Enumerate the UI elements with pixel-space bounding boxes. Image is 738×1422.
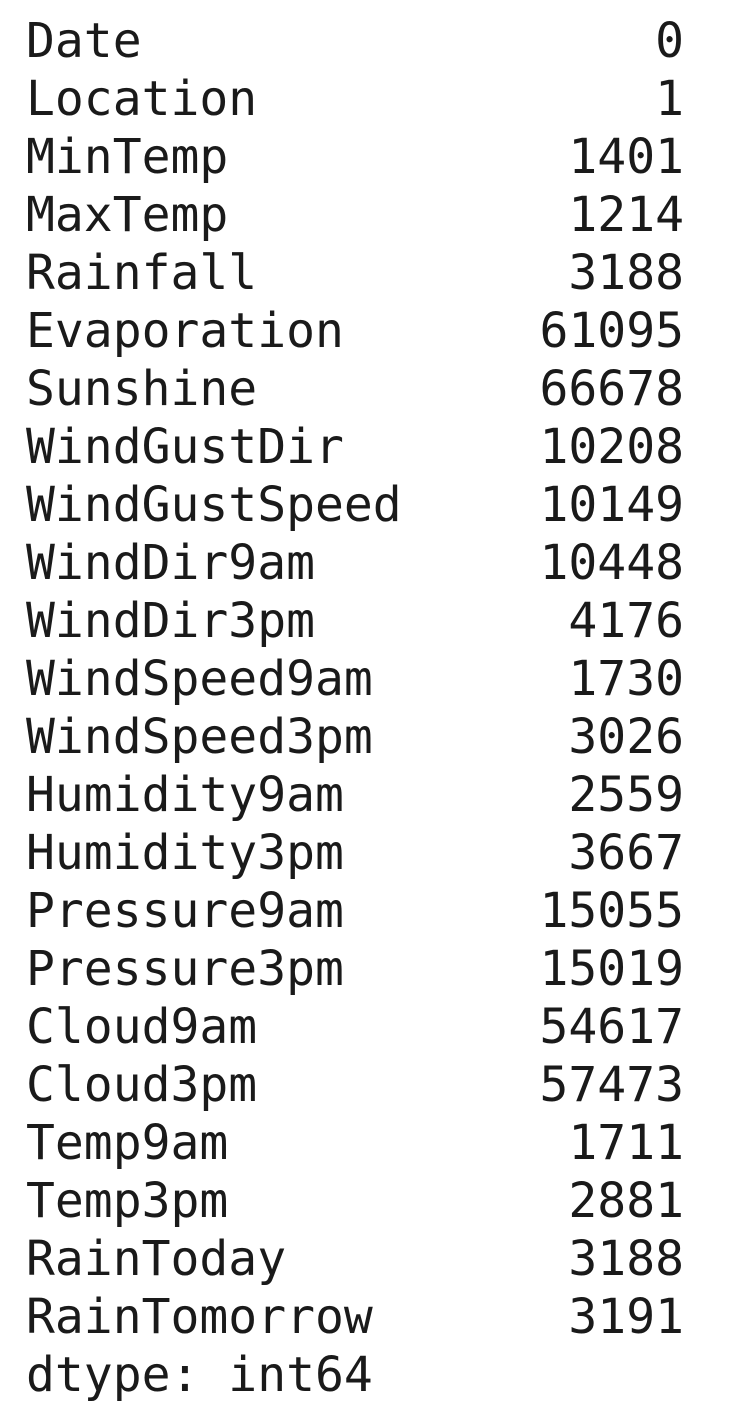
row-label: WindGustSpeed [26, 477, 402, 533]
row-value: 1 [655, 71, 684, 127]
row-label: WindSpeed3pm [26, 709, 373, 765]
row-label: Date [26, 13, 142, 69]
row-value: 66678 [539, 361, 685, 417]
series-row-pressure9am: Pressure9am 15055 [26, 882, 684, 940]
dtype-line: dtype: int64 [26, 1347, 373, 1403]
row-value: 3026 [568, 709, 684, 765]
series-row-cloud3pm: Cloud3pm 57473 [26, 1056, 684, 1114]
series-row-windgustdir: WindGustDir 10208 [26, 418, 684, 476]
series-output: Date 0 Location 1 MinTemp 1401 MaxTemp 1… [26, 12, 684, 1404]
series-row-pressure3pm: Pressure3pm 15019 [26, 940, 684, 998]
series-row-windgustspeed: WindGustSpeed 10149 [26, 476, 684, 534]
series-row-winddir3pm: WindDir3pm 4176 [26, 592, 684, 650]
row-label: MinTemp [26, 129, 229, 185]
row-value: 61095 [539, 303, 685, 359]
row-label: MaxTemp [26, 187, 229, 243]
series-row-location: Location 1 [26, 70, 684, 128]
series-row-temp9am: Temp9am 1711 [26, 1114, 684, 1172]
row-value: 3667 [568, 825, 684, 881]
row-value: 3188 [568, 245, 684, 301]
row-value: 1711 [568, 1115, 684, 1171]
row-value: 10208 [539, 419, 685, 475]
row-label: Sunshine [26, 361, 258, 417]
row-value: 1401 [568, 129, 684, 185]
series-row-mintemp: MinTemp 1401 [26, 128, 684, 186]
series-row-sunshine: Sunshine 66678 [26, 360, 684, 418]
row-label: RainToday [26, 1231, 287, 1287]
series-row-maxtemp: MaxTemp 1214 [26, 186, 684, 244]
row-value: 2559 [568, 767, 684, 823]
series-row-windspeed3pm: WindSpeed3pm 3026 [26, 708, 684, 766]
row-value: 3188 [568, 1231, 684, 1287]
row-label: Humidity3pm [26, 825, 344, 881]
series-row-humidity9am: Humidity9am 2559 [26, 766, 684, 824]
row-value: 15019 [539, 941, 685, 997]
row-label: Evaporation [26, 303, 344, 359]
series-row-temp3pm: Temp3pm 2881 [26, 1172, 684, 1230]
row-label: WindDir9am [26, 535, 315, 591]
series-row-evaporation: Evaporation 61095 [26, 302, 684, 360]
row-label: Location [26, 71, 258, 127]
row-value: 2881 [568, 1173, 684, 1229]
row-value: 15055 [539, 883, 685, 939]
series-row-humidity3pm: Humidity3pm 3667 [26, 824, 684, 882]
row-value: 1214 [568, 187, 684, 243]
row-label: Rainfall [26, 245, 258, 301]
row-label: WindGustDir [26, 419, 344, 475]
row-value: 0 [655, 13, 684, 69]
series-row-windspeed9am: WindSpeed9am 1730 [26, 650, 684, 708]
row-value: 54617 [539, 999, 685, 1055]
row-label: WindDir3pm [26, 593, 315, 649]
row-value: 3191 [568, 1289, 684, 1345]
row-label: Humidity9am [26, 767, 344, 823]
row-label: RainTomorrow [26, 1289, 373, 1345]
row-value: 10149 [539, 477, 685, 533]
series-row-raintoday: RainToday 3188 [26, 1230, 684, 1288]
row-label: WindSpeed9am [26, 651, 373, 707]
row-label: Temp9am [26, 1115, 229, 1171]
row-label: Pressure9am [26, 883, 344, 939]
row-label: Cloud9am [26, 999, 258, 1055]
series-row-cloud9am: Cloud9am 54617 [26, 998, 684, 1056]
series-row-rainfall: Rainfall 3188 [26, 244, 684, 302]
series-row-winddir9am: WindDir9am 10448 [26, 534, 684, 592]
row-value: 57473 [539, 1057, 685, 1113]
series-row-raintomorrow: RainTomorrow 3191 [26, 1288, 684, 1346]
row-label: Pressure3pm [26, 941, 344, 997]
row-value: 10448 [539, 535, 685, 591]
row-label: Cloud3pm [26, 1057, 258, 1113]
series-row-date: Date 0 [26, 12, 684, 70]
row-value: 1730 [568, 651, 684, 707]
row-label: Temp3pm [26, 1173, 229, 1229]
row-value: 4176 [568, 593, 684, 649]
